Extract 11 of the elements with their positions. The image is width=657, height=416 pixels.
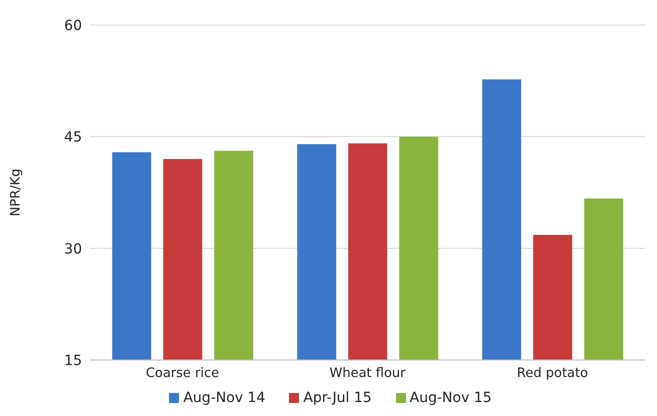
x-tick-label: Red potato xyxy=(516,366,588,382)
y-tick-label: 30 xyxy=(64,241,82,258)
legend-label: Aug-Nov 14 xyxy=(183,390,266,406)
x-tick-label: Coarse rice xyxy=(146,366,220,382)
y-axis-title: NPR/Kg xyxy=(8,168,24,216)
legend-label: Apr-Jul 15 xyxy=(303,390,372,406)
y-tick-label: 60 xyxy=(64,18,82,34)
legend-label: Aug-Nov 15 xyxy=(410,390,492,406)
y-tick-label: 45 xyxy=(64,130,82,146)
x-tick-label: Wheat flour xyxy=(329,366,406,382)
y-tick-label: 15 xyxy=(64,352,82,369)
